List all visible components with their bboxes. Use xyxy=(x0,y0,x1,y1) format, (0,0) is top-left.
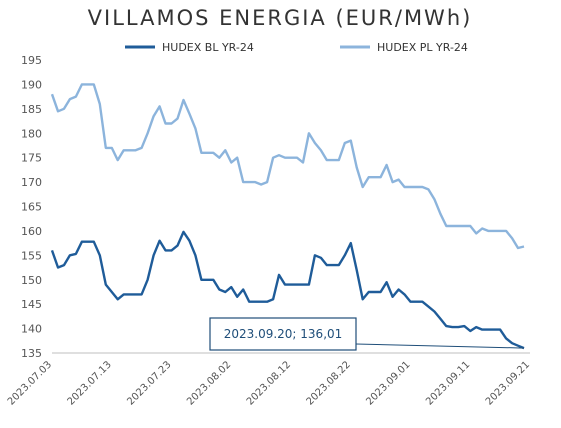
y-axis: 135 140 145 150 155 160 165 170 175 180 185 190 195 xyxy=(21,54,42,360)
annotation-box xyxy=(209,317,357,351)
y-tick-label: 145 xyxy=(21,298,42,311)
y-tick-label: 165 xyxy=(21,201,42,214)
x-axis: 2023.07.03 2023.07.13 2023.07.23 2023.08.02… xyxy=(6,352,532,408)
x-tick-label: 2023.09.01 xyxy=(364,359,412,407)
y-tick-label: 170 xyxy=(21,176,42,189)
x-tick-label: 2023.07.03 xyxy=(6,359,54,407)
legend: HUDEX BL YR-24 HUDEX PL YR-24 xyxy=(125,41,468,54)
y-tick-label: 180 xyxy=(21,127,42,140)
y-tick-label: 195 xyxy=(21,54,42,67)
x-tick-label: 2023.08.12 xyxy=(245,359,293,407)
y-tick-label: 185 xyxy=(21,103,42,116)
x-tick-label: 2023.08.22 xyxy=(305,359,353,407)
annotation-leader-line xyxy=(355,343,525,349)
y-tick-label: 175 xyxy=(21,152,42,165)
y-tick-label: 155 xyxy=(21,249,42,262)
chart-title: VILLAMOS ENERGIA (EUR/MWh) xyxy=(88,6,473,30)
annotation-label: 2023.09.20; 136,01 xyxy=(224,327,343,341)
y-tick-label: 135 xyxy=(21,347,42,360)
x-tick-label: 2023.07.23 xyxy=(125,359,173,407)
plot-area xyxy=(50,83,525,350)
x-tick-label: 2023.07.13 xyxy=(66,359,114,407)
y-tick-label: 150 xyxy=(21,274,42,287)
series-line-pl xyxy=(50,83,525,250)
y-tick-label: 160 xyxy=(21,225,42,238)
annotation: 2023.09.20; 136,01 xyxy=(209,317,525,351)
y-tick-label: 190 xyxy=(21,78,42,91)
legend-label-bl: HUDEX BL YR-24 xyxy=(162,41,254,54)
legend-label-pl: HUDEX PL YR-24 xyxy=(377,41,468,54)
x-tick-label: 2023.08.02 xyxy=(185,359,233,407)
x-tick-label: 2023.09.11 xyxy=(424,359,472,407)
x-tick-label: 2023.09.21 xyxy=(484,359,532,407)
y-tick-label: 140 xyxy=(21,323,42,336)
series-line-bl xyxy=(50,230,525,350)
